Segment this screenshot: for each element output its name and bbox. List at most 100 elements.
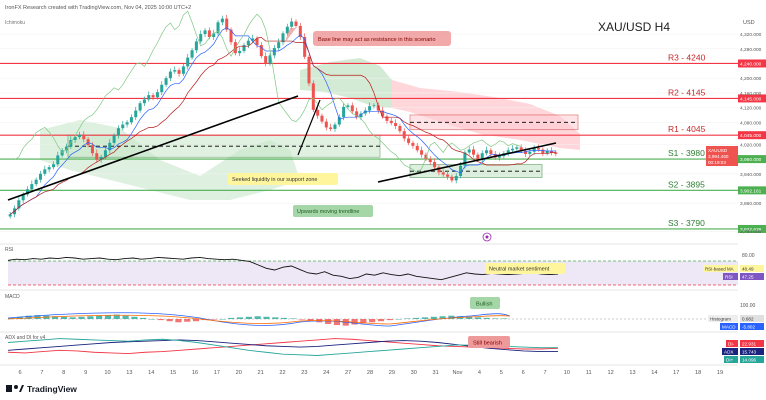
candle-body bbox=[467, 149, 471, 153]
macd-bar bbox=[16, 316, 23, 319]
macd-bar bbox=[140, 317, 147, 319]
candle-body bbox=[454, 176, 458, 181]
time-tick: 19 bbox=[717, 370, 723, 376]
candle-body bbox=[268, 55, 272, 64]
macd-title: MACD bbox=[5, 294, 20, 300]
time-tick: 10 bbox=[104, 370, 110, 376]
candle-body bbox=[38, 173, 42, 180]
macd-bar bbox=[157, 319, 164, 321]
candle-body bbox=[138, 103, 142, 111]
time-tick: 27 bbox=[345, 370, 351, 376]
price-tick: 4,020.000 bbox=[740, 142, 762, 148]
macd-bar bbox=[52, 316, 59, 319]
candle-body bbox=[545, 151, 549, 154]
candle-body bbox=[30, 184, 34, 190]
di-minus-label: DI- bbox=[728, 342, 735, 347]
time-tick: 28 bbox=[367, 370, 373, 376]
candle-body bbox=[173, 70, 177, 72]
candle-body bbox=[177, 70, 181, 74]
time-tick: 13 bbox=[126, 370, 132, 376]
time-tick: 31 bbox=[433, 370, 439, 376]
level-name: R2 - 4145 bbox=[668, 87, 706, 97]
trendline-down bbox=[297, 99, 321, 156]
svg-text:Seeked liquidity in our suppor: Seeked liquidity in our support zone bbox=[232, 177, 317, 183]
candle-body bbox=[43, 169, 47, 174]
last-price-tag: XAUUSD 3,994.460 00:19:03 bbox=[706, 146, 738, 166]
candle-body bbox=[320, 115, 324, 122]
candle-body bbox=[485, 150, 489, 154]
candle-body bbox=[199, 34, 203, 42]
candle-body bbox=[242, 45, 246, 51]
candle-body bbox=[519, 147, 523, 152]
macd-annotation: Bullish bbox=[476, 302, 492, 308]
rsi-tick-80: 80.00 bbox=[742, 253, 755, 259]
indicator-name: Ichimoku bbox=[5, 20, 25, 26]
time-tick: 7 bbox=[543, 370, 546, 376]
svg-text:Base line may act as resistanc: Base line may act as resistance in this … bbox=[318, 37, 436, 43]
candle-body bbox=[472, 149, 476, 155]
candle-body bbox=[441, 172, 445, 175]
candle-body bbox=[190, 50, 194, 58]
candle-body bbox=[272, 48, 276, 56]
macd-bar bbox=[298, 319, 305, 320]
ichimoku-cloud-green bbox=[300, 58, 392, 108]
macd-bar bbox=[483, 317, 490, 319]
candle-body bbox=[64, 146, 68, 151]
macd-bar bbox=[307, 319, 314, 321]
candles bbox=[8, 10, 558, 219]
candle-body bbox=[476, 154, 480, 160]
rsi-annotation: Neutral market sentiment bbox=[489, 267, 550, 273]
time-tick: 17 bbox=[673, 370, 679, 376]
candle-body bbox=[194, 41, 198, 51]
macd-bar bbox=[325, 319, 332, 324]
trendline-rising bbox=[377, 142, 557, 183]
candle-body bbox=[51, 164, 55, 168]
level-tag: 4,045.000 bbox=[740, 133, 762, 139]
macd-bar bbox=[184, 319, 191, 322]
macd-bar bbox=[96, 315, 103, 319]
adx-label: ADX bbox=[724, 350, 733, 355]
candle-body bbox=[346, 105, 350, 107]
macd-bar bbox=[78, 316, 85, 319]
candle-body bbox=[47, 167, 51, 170]
symbol-title: XAU/USD H4 bbox=[598, 20, 670, 34]
level-tag: 4,240.000 bbox=[740, 61, 762, 67]
macd-bar bbox=[501, 318, 508, 319]
candle-body bbox=[329, 127, 333, 129]
candle-body bbox=[376, 105, 380, 111]
adx-annotation: Still bearish bbox=[473, 341, 502, 347]
macd-bar bbox=[113, 314, 120, 319]
candle-body bbox=[164, 78, 168, 85]
time-tick: 13 bbox=[629, 370, 635, 376]
candle-body bbox=[337, 117, 341, 125]
macd-bar bbox=[263, 316, 270, 319]
conversion-line bbox=[9, 27, 556, 215]
candle-body bbox=[277, 42, 281, 49]
candle-body bbox=[411, 142, 415, 146]
rsi-label: RSI bbox=[725, 275, 733, 280]
time-tick: 11 bbox=[586, 370, 592, 376]
macd-bar bbox=[148, 319, 156, 320]
candle-body bbox=[363, 110, 367, 114]
candle-body bbox=[511, 148, 515, 151]
candle-body bbox=[407, 138, 411, 143]
macd-signal bbox=[7, 314, 511, 325]
time-tick: 30 bbox=[411, 370, 417, 376]
candle-body bbox=[450, 176, 454, 181]
candle-body bbox=[433, 162, 437, 168]
tradingview-logo: TradingView bbox=[6, 384, 77, 394]
candle-body bbox=[350, 105, 354, 112]
candle-body bbox=[160, 84, 164, 93]
di-plus-line bbox=[7, 338, 558, 356]
candle-body bbox=[498, 156, 502, 158]
level-tag-bg bbox=[738, 224, 766, 233]
candle-body bbox=[489, 150, 493, 154]
time-tick: 7 bbox=[40, 370, 43, 376]
macd-bar bbox=[131, 316, 138, 319]
time-tick: 14 bbox=[651, 370, 657, 376]
candle-body bbox=[229, 29, 233, 43]
macd-tick-100: 100.00 bbox=[740, 303, 756, 309]
candle-body bbox=[203, 30, 207, 35]
macd-bar bbox=[175, 319, 182, 323]
